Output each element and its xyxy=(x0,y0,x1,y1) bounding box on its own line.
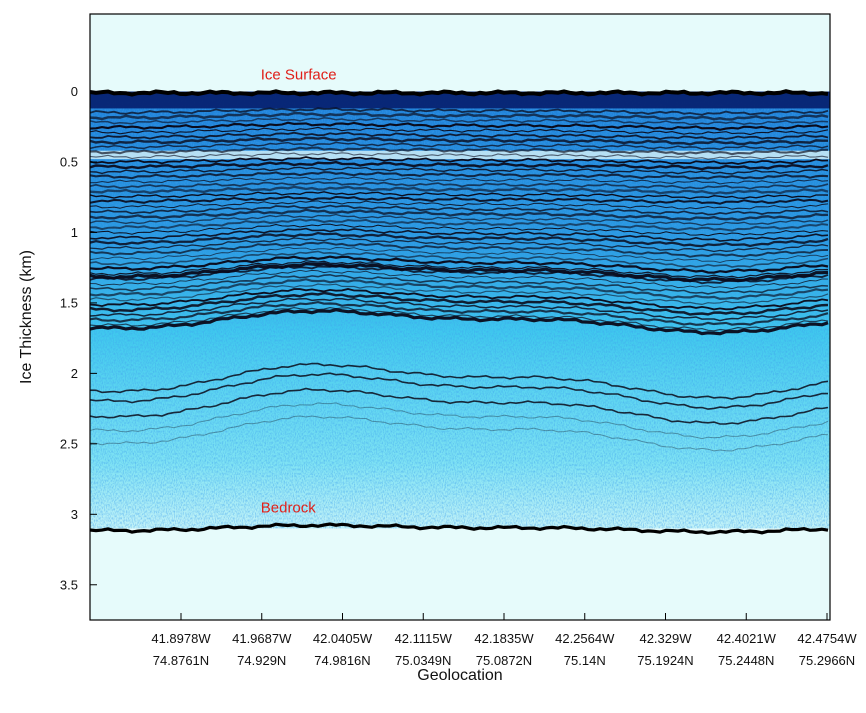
internal-layer xyxy=(90,269,829,290)
internal-layer xyxy=(90,111,829,121)
internal-layer xyxy=(90,255,829,274)
y-tick-label: 0.5 xyxy=(60,154,78,169)
annotations: Ice Surface Bedrock xyxy=(261,67,337,517)
internal-layer xyxy=(90,362,829,400)
internal-layer xyxy=(90,223,829,237)
internal-layer xyxy=(90,308,829,336)
bedrock-line xyxy=(90,522,829,535)
x-tick-label-longitude: 42.0405W xyxy=(313,631,373,646)
x-tick-label-latitude: 75.14N xyxy=(564,653,606,668)
internal-layer xyxy=(90,107,829,116)
y-tick-label: 2 xyxy=(71,366,78,381)
x-tick-label-longitude: 42.4754W xyxy=(797,631,857,646)
internal-layer xyxy=(90,278,829,300)
internal-layer xyxy=(90,213,829,227)
y-axis-label: Ice Thickness (km) xyxy=(18,250,35,384)
x-tick-label-latitude: 75.2966N xyxy=(799,653,855,668)
internal-layer xyxy=(90,176,829,185)
internal-layer xyxy=(90,402,829,440)
x-tick-label-longitude: 42.329W xyxy=(639,631,692,646)
internal-layer xyxy=(90,387,829,425)
internal-layer xyxy=(90,283,829,306)
internal-layer xyxy=(90,171,829,180)
x-tick-label-longitude: 41.9687W xyxy=(232,631,292,646)
internal-layer xyxy=(90,204,829,216)
y-tick-label: 0 xyxy=(71,84,78,99)
internal-layer xyxy=(90,121,829,131)
internal-layer xyxy=(90,227,829,242)
x-tick-label-latitude: 74.9816N xyxy=(314,653,370,668)
y-tick-label: 2.5 xyxy=(60,436,78,451)
internal-layer xyxy=(90,117,829,126)
internal-layer xyxy=(90,237,829,253)
x-tick-label-longitude: 42.1115W xyxy=(395,631,453,646)
plot-frame xyxy=(89,13,831,621)
x-tick-label-longitude: 41.8978W xyxy=(151,631,211,646)
internal-layer xyxy=(90,160,829,171)
internal-layer xyxy=(90,156,829,165)
x-tick-label-longitude: 42.1835W xyxy=(474,631,534,646)
internal-layer xyxy=(90,261,829,283)
x-axis-label: Geolocation xyxy=(417,667,502,684)
y-tick-label: 1 xyxy=(71,225,78,240)
internal-layer xyxy=(90,141,829,150)
internal-layer xyxy=(90,297,829,322)
internal-layer xyxy=(90,166,829,175)
x-tick-label-longitude: 42.2564W xyxy=(555,631,615,646)
internal-layer xyxy=(90,415,829,452)
internal-layer xyxy=(90,146,828,156)
internal-layer xyxy=(90,307,829,332)
internal-layer xyxy=(90,180,829,190)
internal-layer xyxy=(90,246,829,263)
internal-layer xyxy=(90,241,829,258)
internal-layer xyxy=(90,231,829,248)
y-axis: 0 0.5 1 1.5 2 2.5 3 3.5 xyxy=(60,84,97,592)
x-tick-label-latitude: 74.929N xyxy=(237,653,286,668)
y-tick-label: 3.5 xyxy=(60,577,78,592)
internal-layer xyxy=(90,301,829,326)
echogram-image xyxy=(90,89,830,535)
internal-layer xyxy=(90,200,829,210)
ice-surface-line xyxy=(90,89,829,97)
internal-layer xyxy=(90,274,829,295)
internal-layer xyxy=(90,372,829,410)
y-tick-label: 3 xyxy=(71,507,78,522)
x-tick-label-latitude: 75.0349N xyxy=(395,653,451,668)
internal-layer xyxy=(90,136,828,146)
x-axis: 41.8978W 74.8761N 41.9687W 74.929N 42.0405W 7… xyxy=(151,613,857,668)
internal-layer xyxy=(90,126,829,136)
annotation-label: Bedrock xyxy=(261,499,317,516)
internal-layer xyxy=(90,260,829,279)
x-tick-label-latitude: 75.1924N xyxy=(637,653,693,668)
plot-area xyxy=(89,13,831,621)
internal-layer xyxy=(90,208,829,222)
x-tick-label-latitude: 75.2448N xyxy=(718,653,774,668)
internal-layer xyxy=(90,185,829,195)
internal-layer xyxy=(90,131,829,141)
internal-layer xyxy=(90,191,829,200)
internal-layer xyxy=(90,288,829,311)
internal-layer xyxy=(90,250,829,268)
x-tick-label-latitude: 74.8761N xyxy=(153,653,209,668)
internal-layer xyxy=(90,151,829,160)
internal-layer xyxy=(90,291,829,316)
x-tick-label-latitude: 75.0872N xyxy=(476,653,532,668)
x-tick-label-longitude: 42.4021W xyxy=(717,631,777,646)
internal-layer xyxy=(90,218,829,232)
y-tick-label: 1.5 xyxy=(60,295,78,310)
annotation-label: Ice Surface xyxy=(261,67,337,84)
internal-layer xyxy=(90,195,829,205)
